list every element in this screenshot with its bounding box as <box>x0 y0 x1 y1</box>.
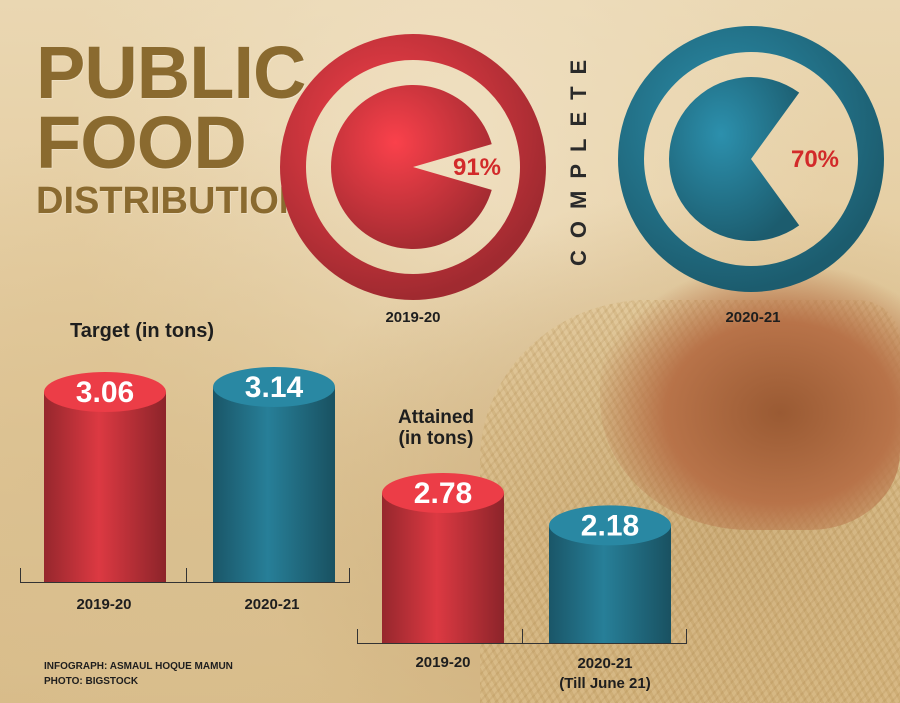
pie-chart-2019-20: 91% <box>280 34 546 300</box>
pie-value-label: 91% <box>453 154 501 181</box>
target-baseline <box>20 582 350 583</box>
bar-top-a1 <box>549 505 671 546</box>
pie-year-label-2020-21: 2020-21 <box>725 309 781 326</box>
pie-outer-ring <box>618 26 884 292</box>
credits: INFOGRAPH: ASMAUL HOQUE MAMUN PHOTO: BIG… <box>44 660 233 689</box>
bar-a0 <box>382 493 504 643</box>
bar-value-label: 2.18 <box>581 509 639 542</box>
attained-tick <box>522 629 523 643</box>
attained-category-2020-21-label: 2020-21 <box>577 655 633 672</box>
bar-value-label: 3.14 <box>245 371 304 404</box>
title-line-3: DISTRIBUTION <box>36 179 307 222</box>
pie-value-label: 70% <box>791 146 839 173</box>
credit-infograph: INFOGRAPH: ASMAUL HOQUE MAMUN <box>44 661 233 672</box>
attained-title-line-2: (in tons) <box>398 427 474 449</box>
pie-chart-2020-21: 70% <box>618 26 884 292</box>
bar-top-t1 <box>213 367 335 407</box>
page-title: PUBLIC FOOD DISTRIBUTION <box>36 31 307 222</box>
bar-t0 <box>44 391 166 582</box>
target-tick <box>20 568 21 582</box>
bar-value-label: 3.06 <box>76 376 134 409</box>
attained-tick <box>357 629 358 643</box>
target-category-2020-21: 2020-21 <box>244 596 300 613</box>
attained-baseline <box>357 643 687 644</box>
title-line-2: FOOD <box>36 101 247 185</box>
target-category-2019-20: 2019-20 <box>76 596 132 613</box>
pie-outer-ring <box>280 34 546 300</box>
target-tick <box>349 568 350 582</box>
title-line-1: PUBLIC <box>36 31 306 114</box>
attained-category-2019-20: 2019-20 <box>415 654 471 671</box>
attained-chart-title: Attained (in tons) <box>398 407 474 450</box>
pie-slice-2019-20 <box>331 84 492 249</box>
attained-category-2020-21-note: (Till June 21) <box>559 675 651 693</box>
target-chart-title: Target (in tons) <box>70 320 215 342</box>
credit-photo: PHOTO: BIGSTOCK <box>44 675 139 687</box>
bar-top-t0 <box>44 371 166 412</box>
pie-slice-2020-21 <box>669 76 800 241</box>
bar-t1 <box>213 387 335 582</box>
bar-value-label: 2.78 <box>414 477 472 510</box>
attained-category-2020-21: 2020-21 (Till June 21) <box>550 654 660 695</box>
target-tick <box>186 568 187 582</box>
attained-tick <box>686 629 687 643</box>
hand-photo <box>600 270 900 530</box>
attained-title-line-1: Attained <box>398 407 474 428</box>
bar-top-a0 <box>382 473 504 513</box>
pie-year-label-2019-20: 2019-20 <box>385 309 441 326</box>
